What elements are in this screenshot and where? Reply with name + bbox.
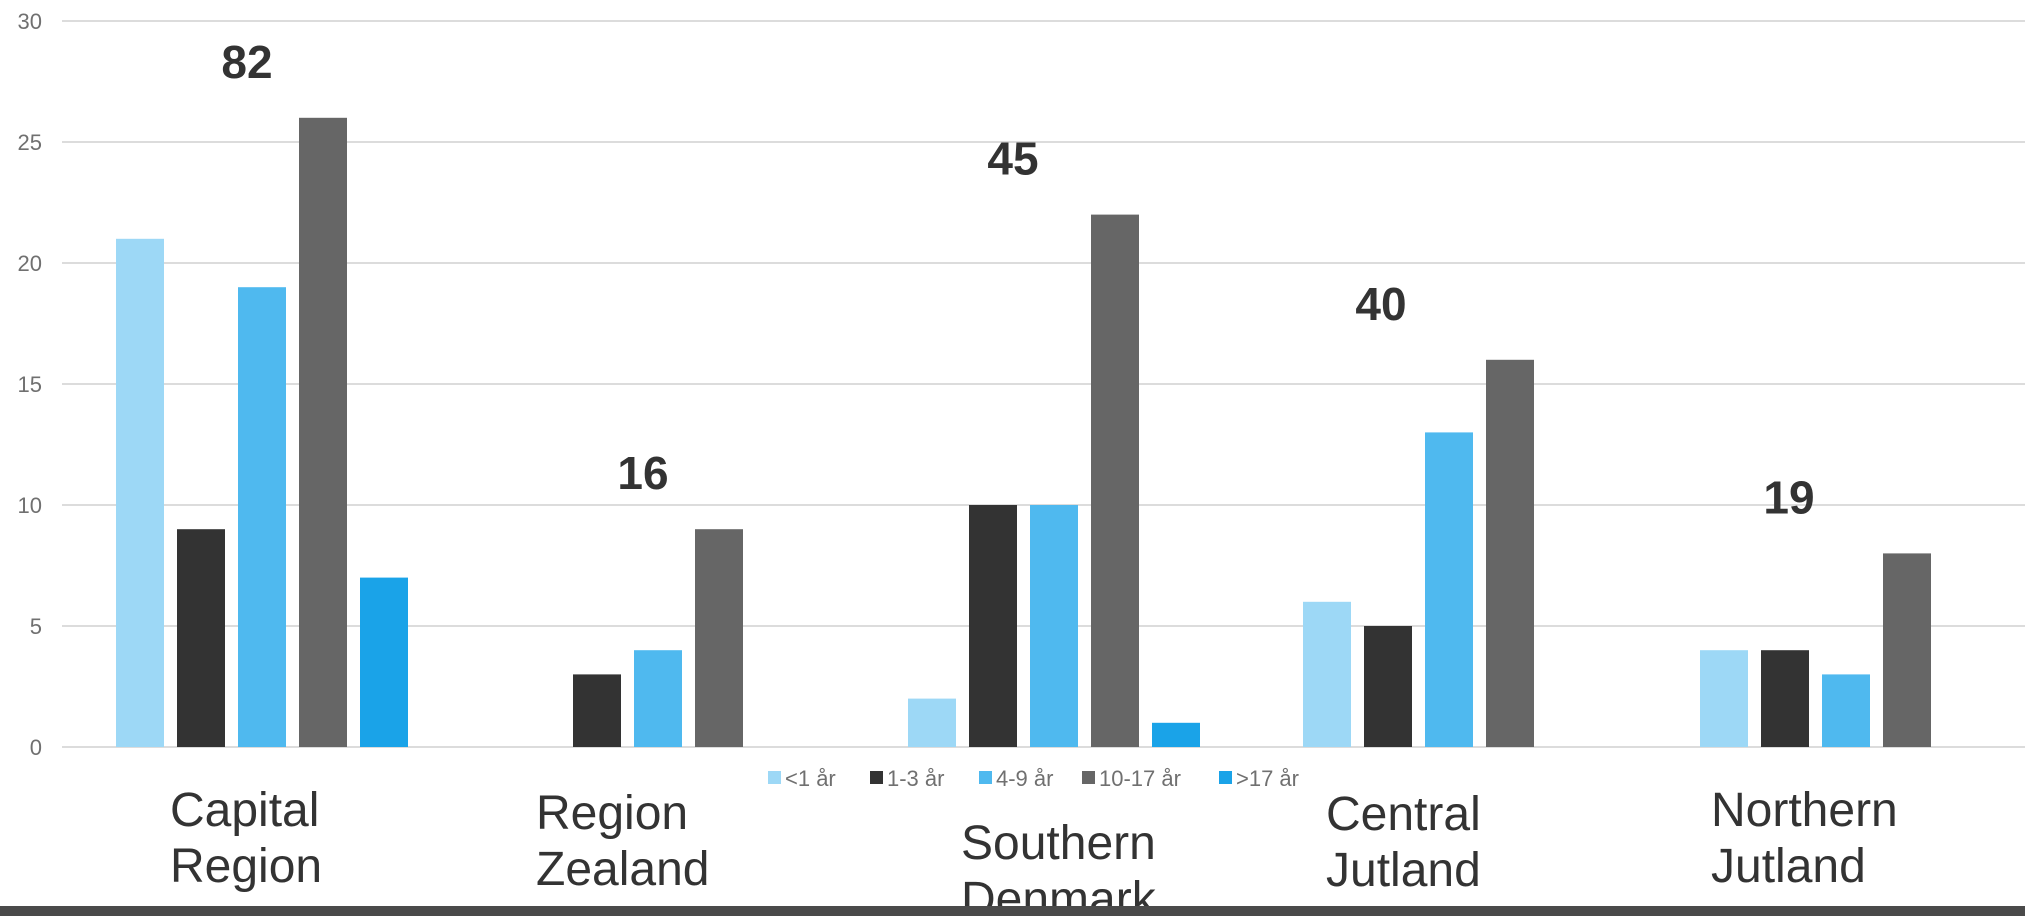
bar-3-3 xyxy=(1030,505,1078,747)
category-label-line: Capital xyxy=(170,784,319,837)
group-total-label: 40 xyxy=(1355,278,1406,330)
legend-swatch xyxy=(1219,771,1232,784)
bar-1-5 xyxy=(360,577,408,747)
y-tick-label: 25 xyxy=(18,130,42,155)
bar-2-3 xyxy=(634,650,682,747)
bar-4-2 xyxy=(1364,626,1412,747)
bar-5-1 xyxy=(1700,650,1748,747)
group-total-label: 16 xyxy=(617,447,668,499)
category-label: Region Zealand xyxy=(536,787,709,896)
legend-label: 10-17 år xyxy=(1099,766,1181,791)
grid-layer: 0 5 10 15 20 25 30 xyxy=(18,9,2025,760)
category-label-line: Jutland xyxy=(1326,844,1481,897)
category-label-line: Region xyxy=(536,787,688,840)
bar-5-4 xyxy=(1883,553,1931,747)
total-layer: 82 16 45 40 19 xyxy=(221,36,1814,524)
bar-1-4 xyxy=(299,117,347,748)
group-total-label: 45 xyxy=(987,133,1038,185)
bar-2-4 xyxy=(695,529,743,747)
category-label: Capital Region xyxy=(170,784,322,893)
legend-label: 4-9 år xyxy=(996,766,1053,791)
category-label: Southern Denmark xyxy=(961,817,1157,916)
bar-1-1 xyxy=(116,238,164,748)
y-tick-label: 15 xyxy=(18,372,42,397)
category-label-line: Northern xyxy=(1711,784,1898,837)
legend-label: <1 år xyxy=(785,766,836,791)
category-label-line: Central xyxy=(1326,788,1481,841)
bar-1-3 xyxy=(238,287,286,747)
legend-swatch xyxy=(1082,771,1095,784)
category-label-line: Zealand xyxy=(536,843,709,896)
bar-3-4 xyxy=(1091,214,1139,748)
legend: <1 år 1-3 år 4-9 år 10-17 år >17 år xyxy=(768,766,1299,791)
y-tick-label: 5 xyxy=(30,614,42,639)
bar-4-1 xyxy=(1303,601,1351,747)
category-label-line: Jutland xyxy=(1711,840,1866,893)
category-label-line: Southern xyxy=(961,817,1156,870)
category-label-line: Region xyxy=(170,840,322,893)
bar-5-2 xyxy=(1761,650,1809,747)
bar-3-2 xyxy=(969,505,1017,747)
category-label: Northern Jutland xyxy=(1711,784,1898,893)
y-tick-label: 30 xyxy=(18,9,42,34)
bar-2-2 xyxy=(573,674,621,747)
group-total-label: 19 xyxy=(1763,471,1814,523)
bar-layer xyxy=(116,117,1931,748)
bar-4-3 xyxy=(1425,432,1473,747)
legend-label: 1-3 år xyxy=(887,766,944,791)
legend-label: >17 år xyxy=(1236,766,1299,791)
bar-1-2 xyxy=(177,529,225,747)
bar-3-5 xyxy=(1152,722,1200,747)
y-tick-label: 20 xyxy=(18,251,42,276)
bar-5-3 xyxy=(1822,674,1870,747)
group-total-label: 82 xyxy=(221,36,272,88)
bottom-edge-bar xyxy=(0,906,2025,916)
y-tick-label: 10 xyxy=(18,493,42,518)
legend-swatch xyxy=(768,771,781,784)
category-label: Central Jutland xyxy=(1326,788,1481,897)
legend-swatch xyxy=(979,771,992,784)
bar-4-4 xyxy=(1486,359,1534,747)
legend-swatch xyxy=(870,771,883,784)
bar-3-1 xyxy=(908,698,956,747)
y-tick-label: 0 xyxy=(30,735,42,760)
